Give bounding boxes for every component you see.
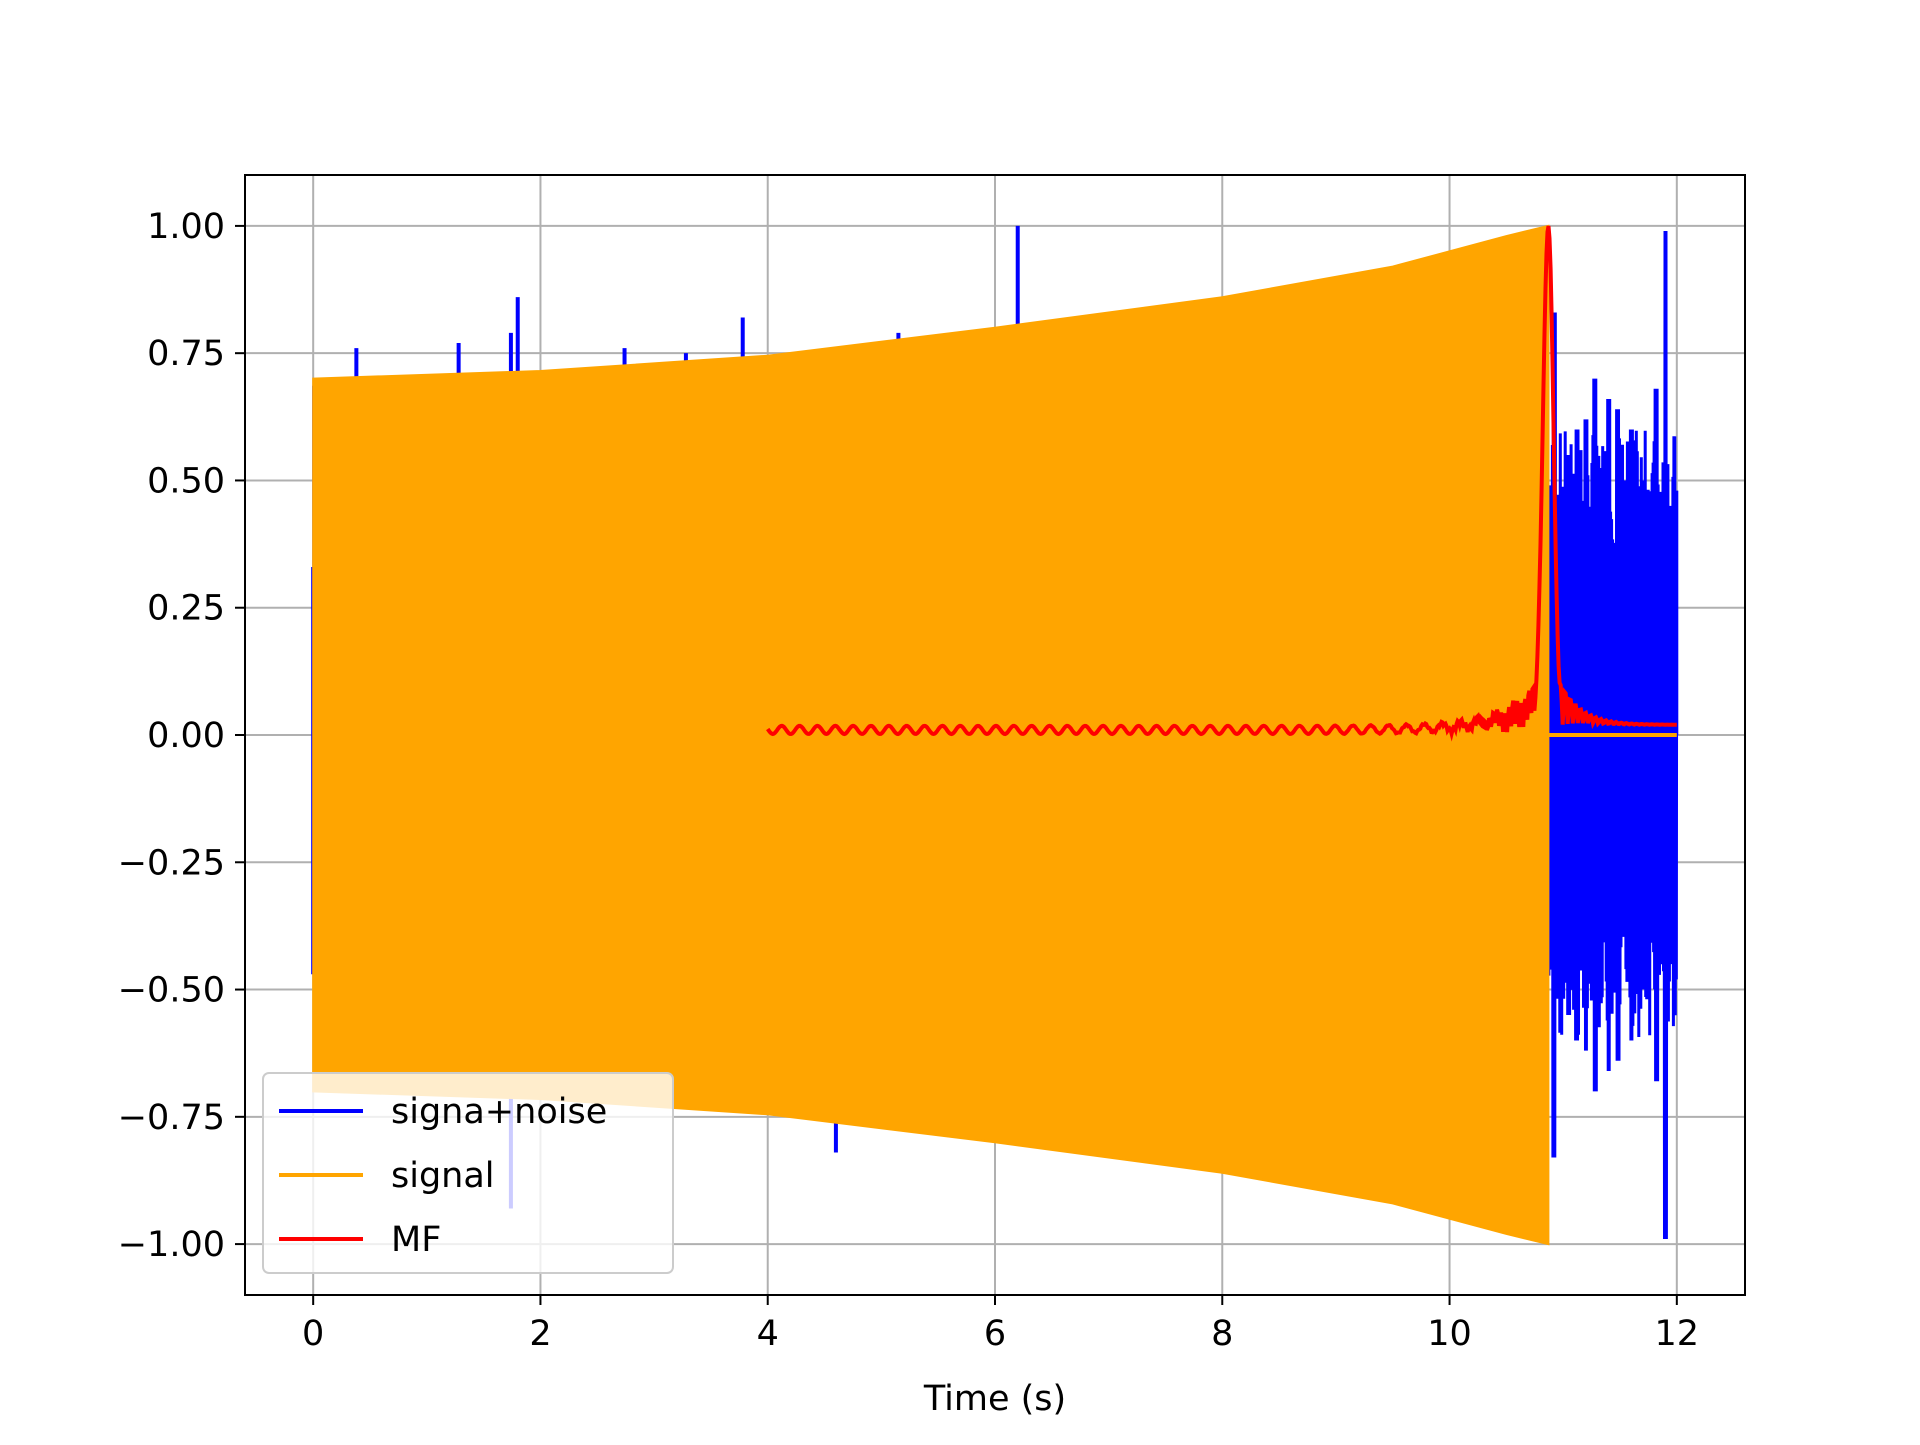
legend-label: signa+noise (391, 1092, 607, 1132)
y-tick-label: −1.00 (118, 1225, 225, 1265)
y-tick-label: −0.50 (118, 971, 225, 1011)
legend: signa+noise signal MF (262, 1072, 674, 1274)
signal-noise-tail (1546, 230, 1679, 1240)
x-tick-label: 0 (302, 1314, 324, 1354)
axes: 0 2 4 6 8 10 12 1.00 0.75 0.50 0.25 0.00 −0.25 −0.50 −… (118, 207, 1699, 1354)
y-tick-label: 0.50 (147, 461, 225, 501)
x-tick-label: 12 (1655, 1314, 1700, 1354)
series-layer (311, 224, 1679, 1246)
y-tick-label: 0.00 (147, 716, 225, 756)
x-tick-label: 4 (757, 1314, 779, 1354)
x-tick-label: 6 (984, 1314, 1006, 1354)
y-tick-label: −0.25 (118, 843, 225, 883)
y-tick-label: −0.75 (118, 1098, 225, 1138)
legend-label: signal (391, 1156, 495, 1196)
series-signal (312, 224, 1677, 1246)
y-tick-label: 1.00 (147, 207, 225, 247)
x-axis-label: Time (s) (923, 1379, 1066, 1419)
signal-envelope-fill (312, 224, 1550, 1246)
x-tick-label: 10 (1427, 1314, 1472, 1354)
x-tick-label: 8 (1211, 1314, 1233, 1354)
legend-box (262, 1072, 674, 1274)
legend-label: MF (391, 1220, 441, 1260)
legend-item: MF (279, 1220, 441, 1260)
legend-item: signa+noise (279, 1092, 607, 1132)
y-tick-label: 0.25 (147, 589, 225, 629)
y-tick-label: 0.75 (147, 334, 225, 374)
legend-item: signal (279, 1156, 495, 1196)
x-tick-label: 2 (529, 1314, 551, 1354)
series-mf (766, 225, 1677, 742)
